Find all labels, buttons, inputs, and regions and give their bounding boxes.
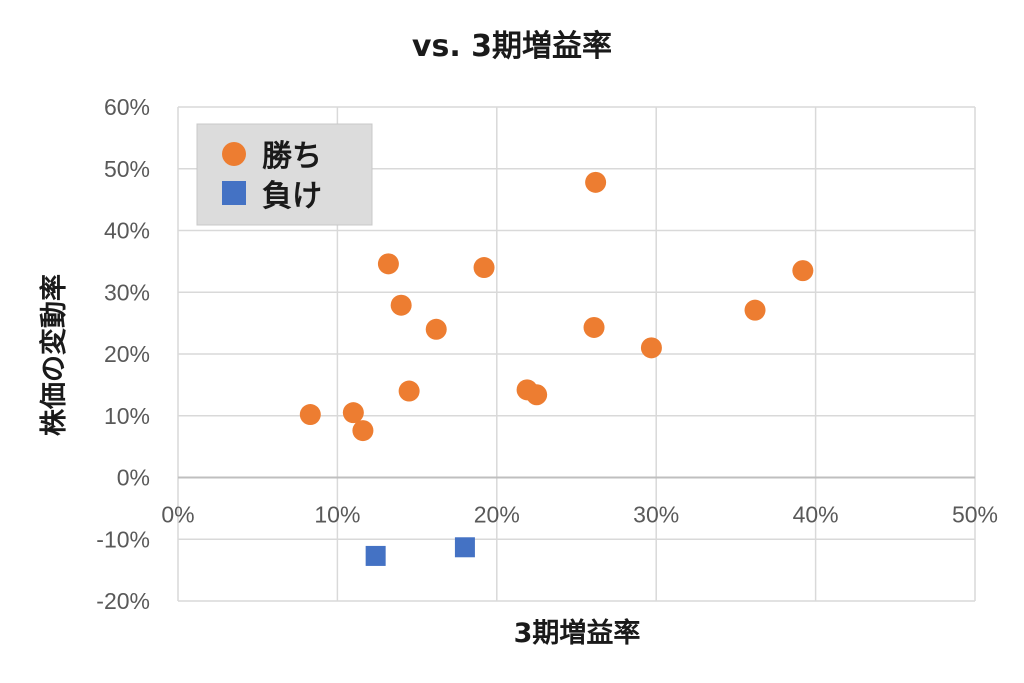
y-tick-label: -20% [96, 588, 150, 614]
data-point-win [792, 260, 814, 282]
chart-title: vs. 3期増益率 [412, 29, 612, 64]
y-tick-label: 30% [104, 279, 150, 305]
data-point-win [583, 316, 605, 338]
x-tick-label: 0% [161, 502, 194, 528]
data-point-win [744, 299, 766, 321]
data-point-lose [365, 545, 386, 566]
legend-marker-win [222, 142, 246, 166]
data-point-win [352, 420, 374, 442]
data-points [299, 171, 814, 566]
x-tick-label: 20% [474, 502, 520, 528]
x-axis-ticks: 0% 10% 20% 30% 40% 50% [161, 502, 998, 528]
y-tick-label: -10% [96, 526, 150, 552]
data-point-win [299, 404, 321, 426]
x-tick-label: 40% [793, 502, 839, 528]
y-tick-label: 0% [117, 465, 150, 491]
data-point-win [390, 294, 412, 316]
y-tick-label: 10% [104, 403, 150, 429]
y-axis-ticks: -20% -10% 0% 10% 20% 30% 40% 50% 60% [96, 94, 150, 614]
x-tick-label: 50% [952, 502, 998, 528]
legend-box [196, 123, 373, 226]
legend-marker-lose [222, 181, 246, 205]
data-point-win [425, 318, 447, 340]
y-axis-title: 株価の変動率 [38, 274, 70, 436]
data-point-win [526, 384, 548, 406]
data-point-win [473, 257, 495, 279]
data-point-win [342, 402, 364, 424]
x-tick-label: 30% [633, 502, 679, 528]
data-point-win [585, 171, 607, 193]
gridlines [177, 106, 976, 602]
y-tick-label: 40% [104, 218, 150, 244]
x-axis-title: 3期増益率 [514, 617, 641, 649]
data-point-win [640, 337, 662, 359]
y-tick-label: 50% [104, 156, 150, 182]
data-point-lose [454, 537, 475, 558]
legend-label-win: 勝ち [262, 139, 322, 174]
legend-label-lose: 負け [262, 179, 322, 214]
y-tick-label: 20% [104, 341, 150, 367]
y-tick-label: 60% [104, 94, 150, 120]
data-point-win [398, 380, 420, 402]
x-tick-label: 10% [314, 502, 360, 528]
data-point-win [377, 253, 399, 275]
legend: 勝ち 負け [196, 123, 373, 226]
